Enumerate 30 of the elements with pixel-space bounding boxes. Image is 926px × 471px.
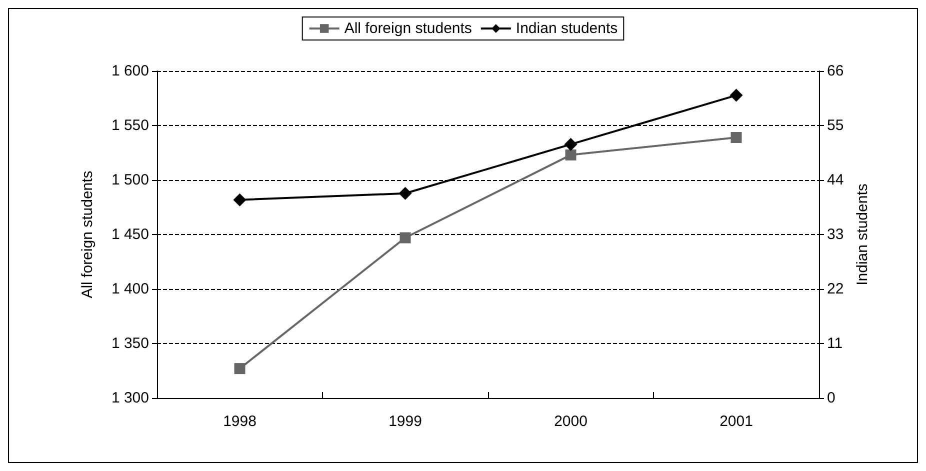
legend-label: All foreign students (344, 20, 472, 37)
x-tick-label: 2001 (720, 413, 753, 430)
legend-label: Indian students (516, 20, 618, 37)
y-axis-title: All foreign students (79, 170, 96, 298)
y2-tick-label: 11 (827, 335, 843, 352)
point (234, 363, 246, 374)
y2-tick-label: 44 (827, 172, 844, 188)
y2-tick-label: 55 (827, 117, 844, 134)
y2-tick-label: 66 (827, 62, 844, 80)
y-tick-label: 1 350 (111, 335, 149, 352)
point (730, 88, 743, 102)
y-tick-label: 1 550 (111, 117, 149, 134)
point (564, 138, 578, 151)
y-tick-label: 1 400 (111, 280, 149, 298)
y2-tick-label: 33 (827, 226, 844, 243)
y2-tick-label: 0 (827, 390, 836, 406)
x-tick-label: 1998 (223, 413, 256, 430)
y-tick-label: 1 600 (111, 62, 149, 80)
point (730, 132, 742, 143)
y-tick-label: 1 300 (111, 390, 149, 406)
y2-axis-title: Indian students (854, 184, 871, 286)
point (233, 193, 246, 206)
x-tick-label: 2000 (554, 413, 588, 430)
point (398, 186, 412, 200)
point (400, 232, 411, 244)
y-tick-label: 1 500 (111, 172, 149, 188)
x-tick-label: 1999 (388, 413, 422, 430)
y2-tick-label: 22 (827, 280, 844, 298)
y-tick-label: 1 450 (111, 226, 149, 243)
point (565, 149, 576, 160)
